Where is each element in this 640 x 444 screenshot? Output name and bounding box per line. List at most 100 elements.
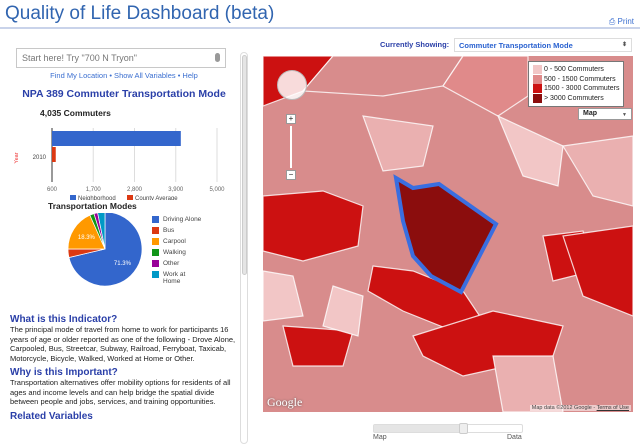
pie-data-label: 18.3% [78,235,96,241]
slider-label-map: Map [373,434,387,441]
npa-region [442,56,529,117]
zoom-out-button[interactable]: − [286,170,296,180]
map[interactable]: + − 0 - 500 Commuters 500 - 1500 Commuters… [263,56,633,412]
legend-swatch [152,227,159,234]
pan-control[interactable] [277,70,307,100]
print-label: Print [617,17,634,26]
legend-label: Other [163,260,180,267]
select-arrows-icon: ⬍ [621,42,627,48]
legend-swatch [127,195,133,200]
info-panel: Start here! Try "700 N Tryon" Find My Lo… [8,48,240,444]
pie-data-label: 71.3% [114,261,132,267]
legend-swatch [533,74,542,84]
section-what: What is this Indicator? The principal mod… [10,314,240,363]
legend-label: Bus [163,227,175,234]
pie-chart-title: Transportation Modes [48,201,137,211]
legend-label: Carpool [163,238,186,245]
x-tick-label: 3,900 [168,187,184,193]
panel-title: NPA 389 Commuter Transportation Mode [22,88,226,100]
x-tick-label: 2,800 [127,187,143,193]
panel-scrollbar[interactable] [240,52,248,444]
npa-region [263,270,304,322]
legend-item: Walking [152,249,201,260]
bar-county-average [52,147,56,162]
chevron-down-icon: ▼ [622,112,627,118]
pie-legend: Driving Alone Bus Carpool Walking Other Work … [152,216,201,289]
legend-swatch [70,195,76,200]
y-tick-label: 2010 [33,155,47,161]
zoom-control[interactable]: + − [286,114,296,180]
search-input[interactable]: Start here! Try "700 N Tryon" [16,48,226,68]
legend-label: Driving Alone [163,216,202,223]
legend-item: Work at Home [152,271,201,289]
map-legend-item: 1500 - 3000 Commuters [533,84,619,94]
npa-region [562,225,633,317]
legend-label: Walking [163,249,186,256]
variable-select-value: Commuter Transportation Mode [459,41,573,50]
legend-swatch [152,260,159,267]
bar-chart-title: 4,035 Commuters [40,108,111,118]
legend-item: Driving Alone [152,216,201,227]
x-tick-label: 5,000 [209,187,225,193]
map-data-slider[interactable] [373,423,523,434]
scrollbar-thumb[interactable] [242,55,247,275]
pie-slice-driving-alone [68,213,143,287]
legend-swatch [152,271,159,278]
google-logo: Google [267,395,303,409]
npa-region-selected [393,174,499,295]
legend-label: > 3000 Commuters [544,94,604,102]
npa-region [562,135,633,207]
npa-region [301,56,464,97]
terms-link[interactable]: Terms of Use [596,405,629,411]
currently-showing-label: Currently Showing: [380,40,450,49]
section-text: The principal mode of travel from home t… [10,325,236,363]
legend-label: Neighborhood [78,196,116,200]
print-link[interactable]: ⎙ Print [608,17,634,26]
microphone-icon[interactable] [215,53,220,62]
section-related: Related Variables [10,411,240,422]
title-divider [0,27,640,29]
attribution-text: Map data ©2012 Google - [531,405,597,411]
legend-label: 500 - 1500 Commuters [544,75,616,83]
legend-label: 1500 - 3000 Commuters [544,85,620,92]
x-tick-label: 1,700 [86,187,102,193]
pie-slice-carpool [67,214,106,250]
section-why: Why is this Important? Transportation alt… [10,367,240,407]
legend-item: Other [152,260,201,271]
map-type-select[interactable]: Map ▼ [578,108,632,120]
indicator-sections: What is this Indicator? The principal mod… [10,310,240,422]
section-heading: What is this Indicator? [10,314,118,325]
search-links[interactable]: Find My Location • Show All Variables • … [50,71,198,80]
zoom-slider[interactable] [290,126,292,168]
npa-region [362,115,434,172]
slider-handle[interactable] [458,423,468,434]
legend-swatch [152,249,159,256]
npa-region [496,114,564,187]
section-heading: Why is this Important? [10,367,118,378]
map-legend-item: 500 - 1500 Commuters [533,74,619,85]
npa-region [492,355,564,412]
npa-region [322,285,364,337]
legend-item: Bus [152,227,201,238]
legend-swatch [533,93,542,103]
legend-label: 0 - 500 Commuters [544,66,604,73]
pie-slice-work-at-home [97,213,106,250]
x-tick-label: 600 [47,187,58,193]
variable-select[interactable]: Commuter Transportation Mode ⬍ [454,38,632,52]
legend-label: Work at Home [163,271,186,285]
map-polygons[interactable] [263,56,633,412]
section-heading: Related Variables [10,410,93,422]
map-legend-item: 0 - 500 Commuters [533,65,619,75]
map-type-value: Map [583,110,597,117]
map-attribution: Map data ©2012 Google - Terms of Use [529,405,631,411]
legend-swatch [152,238,159,245]
pie-chart: 71.3% 18.3% [67,213,143,287]
zoom-in-button[interactable]: + [286,114,296,124]
legend-item: Carpool [152,238,201,249]
legend-swatch [152,216,159,223]
legend-label: County Average [135,196,178,200]
npa-region [282,325,354,367]
map-legend: 0 - 500 Commuters 500 - 1500 Commuters 150… [528,61,625,107]
legend-swatch [533,84,542,94]
legend-swatch [533,65,542,75]
